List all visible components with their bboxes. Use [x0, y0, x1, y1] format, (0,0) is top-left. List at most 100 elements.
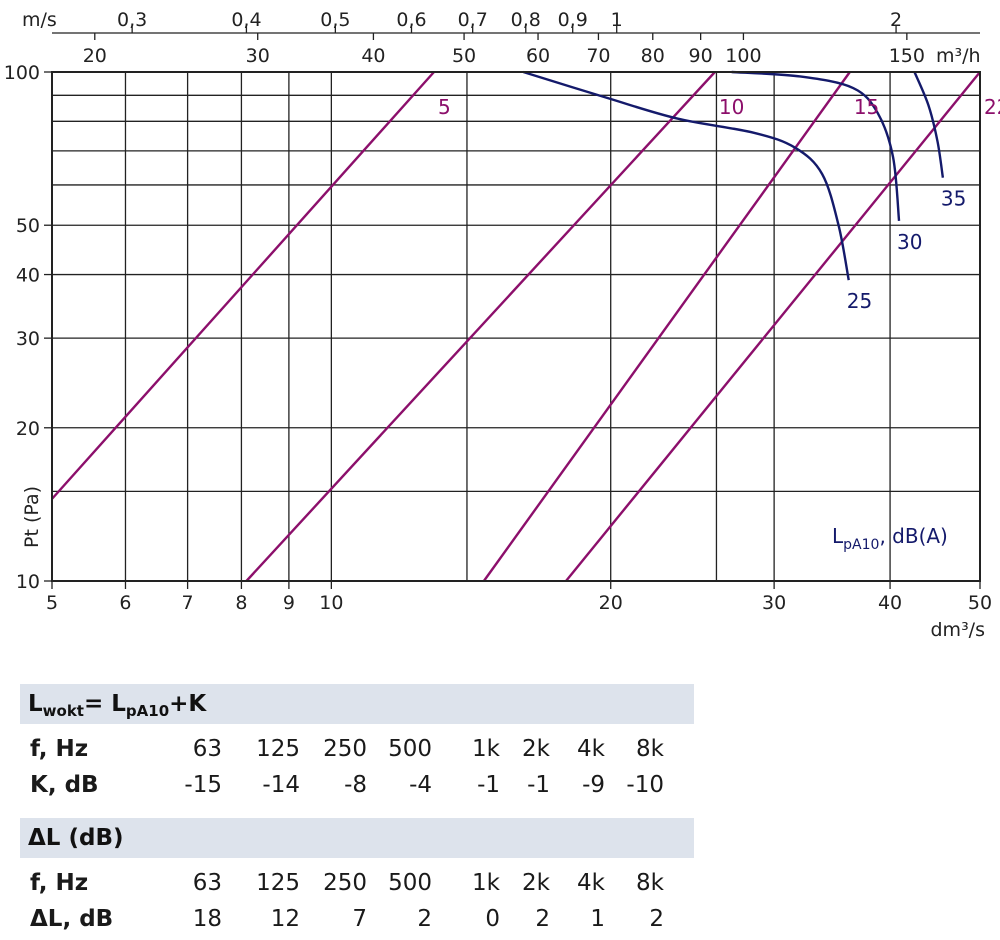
- table-cell: 2: [417, 906, 432, 932]
- table-cell: -1: [527, 772, 550, 798]
- axes: 5 6 7 8 9 10 20 30 40 50 10 20 30 40 50 100 0,3 0,4 0,5 0,6…: [4, 9, 992, 614]
- top-flow-tick-label: 50: [452, 45, 476, 67]
- y-tick-label: 40: [16, 265, 40, 287]
- table-row: f, Hz 63 125 250 500 1k 2k 4k 8k: [20, 732, 694, 768]
- sound-line-15: [482, 71, 851, 582]
- x-tick-label: 5: [46, 592, 58, 614]
- sound-line-label-15: 15: [854, 95, 879, 119]
- y-tick-label: 10: [16, 571, 40, 593]
- table-cell: 0: [485, 906, 500, 932]
- y-tick-label: 30: [16, 328, 40, 350]
- sound-line-10: [245, 71, 716, 582]
- x-tick-label: 9: [283, 592, 295, 614]
- table-cell: 4k: [577, 736, 605, 762]
- top-velocity-tick-label: 0,7: [458, 9, 488, 31]
- x-tick-label: 30: [762, 592, 786, 614]
- top-flow-tick-label: 80: [641, 45, 665, 67]
- y-tick-label: 100: [4, 62, 40, 84]
- table-cell: 1: [590, 906, 605, 932]
- fan-curve-label-35: 35: [941, 187, 966, 211]
- top-velocity-tick-label: 2: [890, 9, 902, 31]
- table-cell: -14: [262, 772, 300, 798]
- table-cell: 1k: [472, 870, 500, 896]
- x-tick-label: 6: [119, 592, 131, 614]
- top-flow-tick-label: 70: [586, 45, 610, 67]
- row-label: f, Hz: [30, 736, 89, 762]
- fan-curve-label-25: 25: [847, 289, 872, 313]
- table-cell: 18: [192, 906, 222, 932]
- table-row: f, Hz 63 125 250 500 1k 2k 4k 8k: [20, 866, 694, 902]
- x-tick-label: 10: [319, 592, 343, 614]
- table-header-delta-l: ΔL (dB): [20, 818, 694, 858]
- fan-curve-30: [731, 70, 901, 221]
- sound-line-22: [565, 71, 981, 582]
- top-flow-unit: m³/h: [936, 45, 981, 67]
- table-cell: 1k: [472, 736, 500, 762]
- x-tick-label: 7: [182, 592, 194, 614]
- table-row: K, dB -15 -14 -8 -4 -1 -1 -9 -10: [20, 768, 694, 804]
- top-flow-tick-label: 60: [526, 45, 550, 67]
- top-flow-tick-label: 30: [246, 45, 270, 67]
- table-cell: 8k: [636, 870, 664, 896]
- table-cell: 2k: [522, 870, 550, 896]
- table-cell: 125: [256, 736, 300, 762]
- sound-line-5: [51, 71, 435, 500]
- plot-frame: [51, 71, 981, 582]
- top-flow-tick-label: 40: [361, 45, 385, 67]
- fan-performance-chart: 5 6 7 8 9 10 20 30 40 50 10 20 30 40 50 100 0,3 0,4 0,5 0,6…: [4, 9, 1000, 641]
- y-axis-label: Pt (Pa): [21, 486, 43, 548]
- spectrum-tables: Lwokt= LpA10+K f, Hz 63 125 250 500 1k 2k 4k 8k K…: [20, 684, 694, 938]
- table-cell: 2k: [522, 736, 550, 762]
- table-block-delta-l: f, Hz 63 125 250 500 1k 2k 4k 8k ΔL, dB 18 12 7 2 0 2 1 2: [20, 866, 694, 938]
- y-tick-label: 50: [16, 215, 40, 237]
- sound-level-lines: [51, 71, 981, 582]
- x-tick-label: 40: [878, 592, 902, 614]
- top-velocity-tick-label: 0,6: [396, 9, 426, 31]
- row-label: K, dB: [30, 772, 99, 798]
- table-cell: 2: [535, 906, 550, 932]
- table-cell: -15: [184, 772, 222, 798]
- sound-line-label-22: 22: [984, 95, 1000, 119]
- table-cell: 250: [323, 870, 367, 896]
- grid: [51, 71, 981, 582]
- table-cell: -8: [344, 772, 367, 798]
- table-cell: 7: [352, 906, 367, 932]
- table-cell: -9: [582, 772, 605, 798]
- table-cell: 63: [192, 736, 222, 762]
- curve-labels: 5 10 15 22 25 30 35: [438, 95, 1000, 313]
- row-label: f, Hz: [30, 870, 89, 896]
- table-cell: -1: [477, 772, 500, 798]
- table-header-lwokt: Lwokt= LpA10+K: [20, 684, 694, 724]
- top-velocity-tick-label: 0,5: [320, 9, 350, 31]
- top-flow-tick-label: 150: [889, 45, 925, 67]
- table-cell: 250: [323, 736, 367, 762]
- table-cell: 12: [270, 906, 300, 932]
- table-cell: -4: [409, 772, 432, 798]
- row-label: ΔL, dB: [30, 906, 114, 932]
- top-velocity-tick-label: 0,8: [511, 9, 541, 31]
- table-cell: -10: [626, 772, 664, 798]
- table-cell: 8k: [636, 736, 664, 762]
- table-row: ΔL, dB 18 12 7 2 0 2 1 2: [20, 902, 694, 938]
- fan-curve-25: [522, 70, 850, 281]
- table-cell: 2: [649, 906, 664, 932]
- top-velocity-tick-label: 0,3: [117, 9, 147, 31]
- x-tick-label: 8: [235, 592, 247, 614]
- fan-curve-35: [913, 71, 945, 178]
- top-velocity-unit: m/s: [22, 9, 57, 31]
- top-flow-tick-label: 20: [83, 45, 107, 67]
- top-velocity-tick-label: 0,4: [231, 9, 261, 31]
- table-cell: 4k: [577, 870, 605, 896]
- table-cell: 125: [256, 870, 300, 896]
- y-tick-label: 20: [16, 418, 40, 440]
- x-tick-label: 50: [968, 592, 992, 614]
- sound-line-label-10: 10: [719, 95, 744, 119]
- x-tick-label: 20: [599, 592, 623, 614]
- fan-curves: [522, 70, 945, 281]
- top-flow-tick-label: 90: [689, 45, 713, 67]
- sound-line-label-5: 5: [438, 95, 451, 119]
- table-cell: 500: [388, 870, 432, 896]
- fan-curve-label-30: 30: [897, 230, 922, 254]
- table-block-k: f, Hz 63 125 250 500 1k 2k 4k 8k K, dB -15 -14 -8 -4 -…: [20, 732, 694, 804]
- x-axis-label: dm³/s: [931, 619, 986, 641]
